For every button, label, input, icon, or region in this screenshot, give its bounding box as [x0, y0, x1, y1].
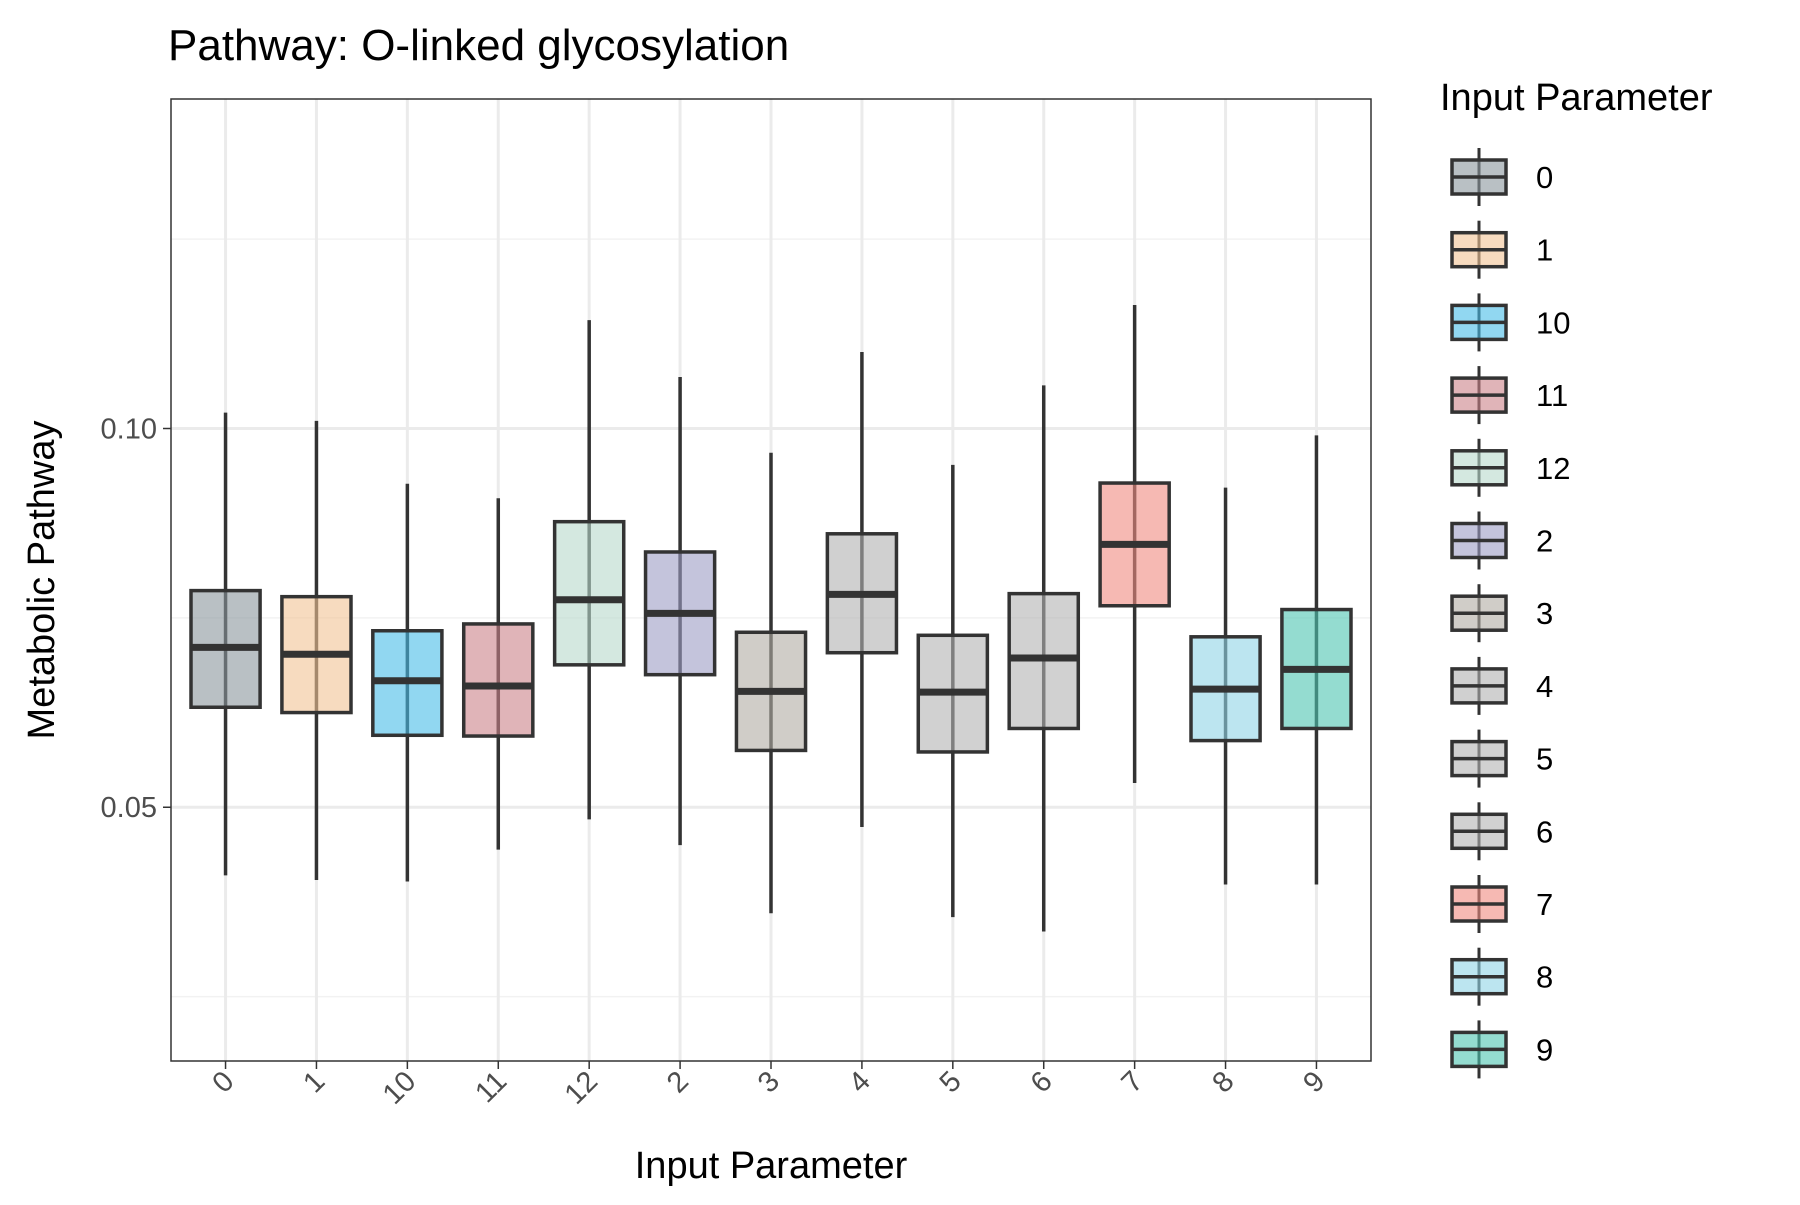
legend-item-9: 9	[1450, 1020, 1553, 1079]
legend-item-4: 4	[1450, 656, 1553, 715]
box-10	[371, 483, 444, 882]
legend-label-4: 4	[1536, 669, 1553, 704]
box-iqr-12	[552, 519, 626, 667]
box-iqr-11	[461, 622, 535, 738]
legend-title: Input Parameter	[1440, 77, 1713, 119]
box-11	[461, 498, 535, 850]
box-1	[280, 420, 353, 880]
chart-title: Pathway: O-linked glycosylation	[168, 21, 789, 70]
legend-item-11: 11	[1450, 366, 1568, 425]
legend-label-6: 6	[1536, 814, 1553, 849]
legend-label-1: 1	[1536, 233, 1553, 268]
legend-item-5: 5	[1450, 729, 1553, 788]
y-axis: 0.05 0.10	[101, 414, 171, 824]
box-2	[643, 376, 717, 846]
plot-boxes	[189, 305, 1353, 932]
y-tick-label-1: 0.10	[101, 414, 157, 446]
legend-label-10: 10	[1536, 305, 1570, 340]
legend-label-5: 5	[1536, 742, 1553, 777]
box-6	[1007, 385, 1081, 932]
y-axis-label: Metabolic Pathway	[21, 421, 63, 740]
legend-item-10: 10	[1450, 293, 1570, 352]
legend-item-8: 8	[1450, 947, 1553, 1006]
box-3	[734, 452, 808, 914]
box-12	[552, 320, 626, 820]
x-axis-label: Input Parameter	[635, 1145, 908, 1187]
legend-label-12: 12	[1536, 451, 1570, 486]
legend-item-12: 12	[1450, 438, 1570, 497]
legend-label-0: 0	[1536, 160, 1553, 195]
legend-item-0: 0	[1450, 148, 1553, 206]
box-4	[825, 351, 899, 827]
legend-item-3: 3	[1450, 584, 1553, 643]
legend-label-7: 7	[1536, 887, 1553, 922]
legend-item-6: 6	[1450, 802, 1553, 861]
box-8	[1189, 487, 1262, 885]
legend-item-2: 2	[1450, 511, 1553, 570]
legend: Input Parameter 0 1 10 11 12 2 3 4 5 6 7 8 9	[1440, 77, 1713, 1079]
box-5	[916, 464, 990, 918]
legend-label-2: 2	[1536, 524, 1553, 559]
legend-label-9: 9	[1536, 1032, 1553, 1067]
legend-items: 0 1 10 11 12 2 3 4 5 6 7 8 9	[1450, 148, 1570, 1079]
legend-item-7: 7	[1450, 875, 1553, 933]
legend-item-1: 1	[1450, 220, 1553, 279]
legend-label-11: 11	[1536, 378, 1568, 413]
legend-label-8: 8	[1536, 960, 1553, 995]
legend-label-3: 3	[1536, 596, 1553, 631]
box-7	[1098, 305, 1171, 784]
y-tick-label-0: 0.05	[101, 792, 157, 824]
box-0	[189, 412, 262, 876]
box-9	[1280, 435, 1353, 885]
